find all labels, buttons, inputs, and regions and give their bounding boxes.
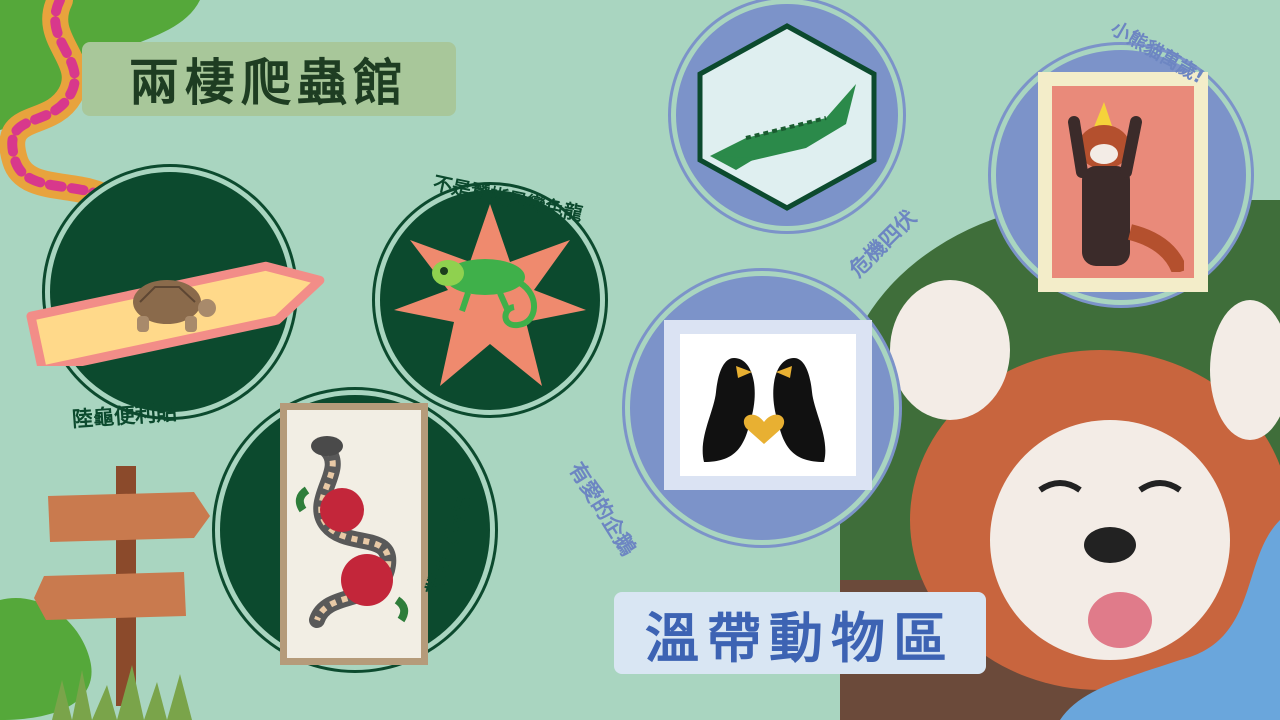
grass-decoration	[52, 665, 192, 720]
penguin-stamp	[664, 320, 872, 490]
blue-blob-bottom	[1060, 520, 1280, 720]
tortoise-icon	[133, 280, 216, 332]
penguin-label: 有愛的企鵝	[564, 458, 641, 560]
snake-icon	[295, 436, 409, 628]
red-panda-icon	[1068, 102, 1184, 272]
reptile-section-title: 兩棲爬蟲館	[82, 42, 456, 116]
signpost-icon	[34, 466, 210, 706]
temperate-section-title: 溫帶動物區	[614, 592, 986, 674]
green-blob-bottom	[0, 598, 92, 720]
starburst-shape	[394, 204, 586, 386]
crocodile-icon	[710, 84, 856, 170]
penguin-icon	[702, 358, 826, 462]
chameleon-icon	[432, 259, 537, 329]
tortoise-label: 陸龜便利貼	[71, 400, 178, 432]
temperate-title-text: 溫帶動物區	[645, 606, 955, 670]
reptile-title-text: 兩棲爬蟲館	[129, 54, 409, 112]
